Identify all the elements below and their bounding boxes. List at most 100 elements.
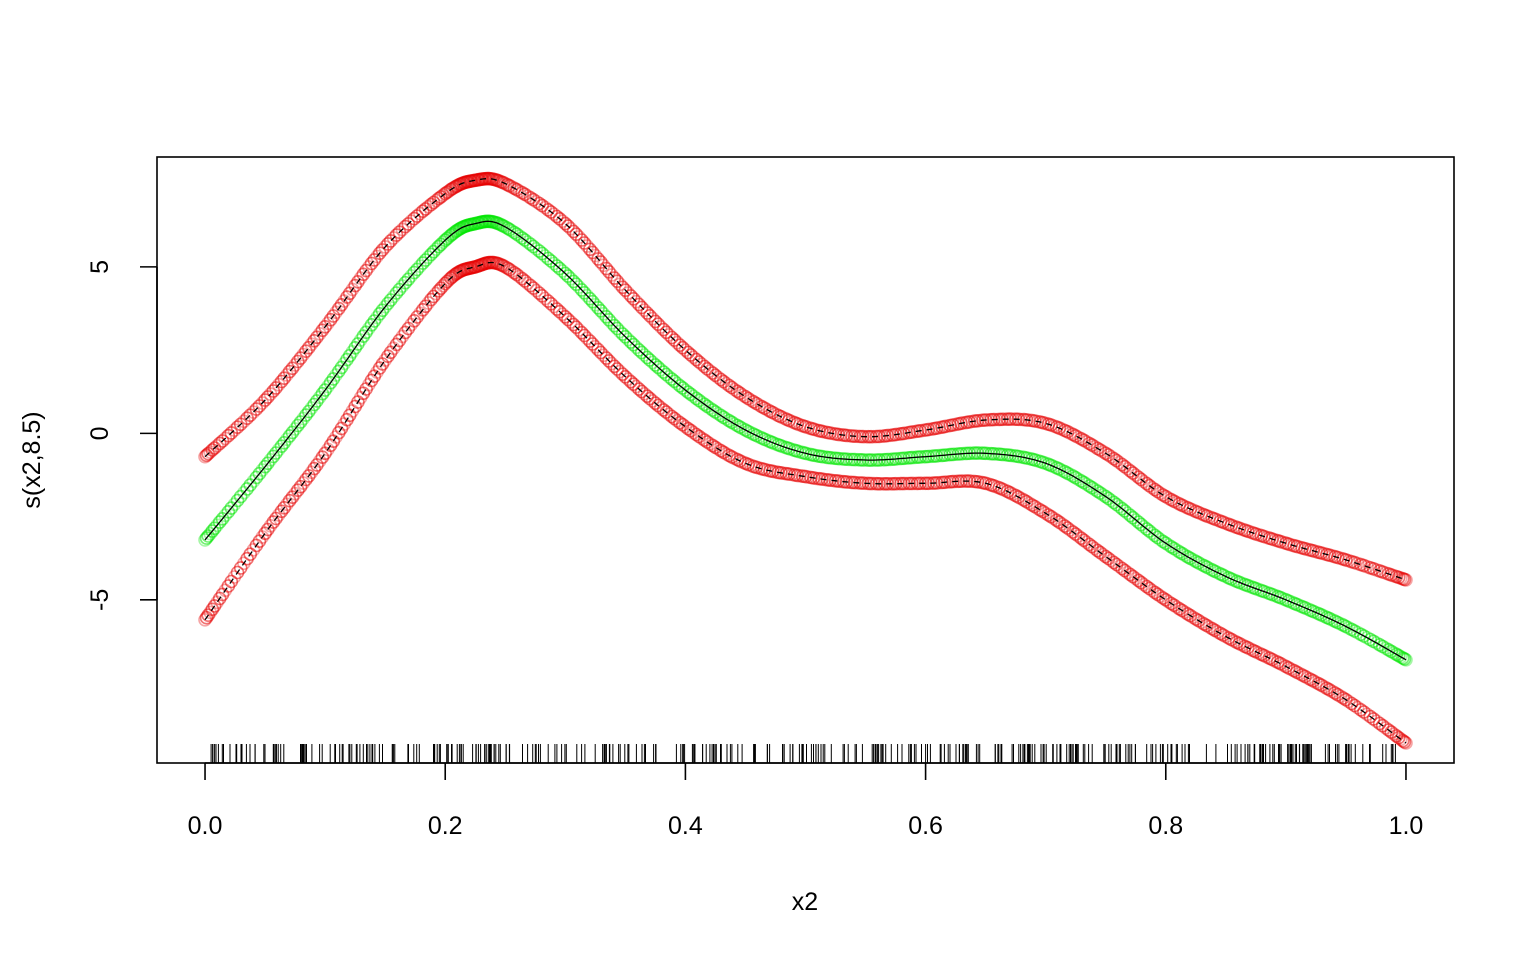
fit-point — [364, 317, 379, 332]
lower-point — [515, 271, 530, 286]
fit-point — [356, 329, 371, 344]
fit-point — [640, 350, 655, 365]
fit-point — [407, 265, 422, 280]
fit-point — [574, 283, 589, 297]
upper-point — [566, 224, 581, 239]
fit-point — [274, 439, 289, 454]
fit-point — [1139, 522, 1154, 536]
lower-point — [415, 302, 430, 317]
lower-point — [550, 302, 564, 316]
upper-point — [415, 204, 430, 218]
upper-point — [212, 436, 227, 451]
lower-point — [839, 475, 854, 489]
upper-point — [1257, 529, 1271, 544]
lower-point — [978, 476, 993, 491]
lower-point — [823, 473, 837, 488]
lower-point — [299, 472, 313, 487]
upper-point — [315, 323, 330, 338]
upper-point — [697, 359, 712, 374]
fit-point — [782, 441, 796, 456]
upper-point — [1322, 548, 1337, 563]
upper-point — [905, 425, 919, 439]
fit-point — [541, 251, 555, 266]
band-points-layer — [198, 171, 1413, 750]
lower-point — [331, 425, 346, 440]
lower-point — [233, 561, 248, 575]
upper-point — [381, 237, 395, 251]
upper-point — [1249, 527, 1263, 541]
upper-point — [640, 306, 655, 320]
upper-point — [240, 411, 254, 426]
upper-point — [1306, 543, 1320, 558]
upper-point — [307, 333, 322, 348]
fit-point — [774, 438, 788, 453]
upper-point — [1347, 555, 1362, 570]
lower-point — [640, 389, 655, 404]
fit-point — [583, 291, 597, 306]
upper-point — [855, 429, 870, 444]
upper-point — [364, 256, 379, 271]
lower-point — [615, 367, 630, 382]
upper-point — [574, 233, 589, 247]
fit-point — [398, 275, 413, 290]
lower-point — [815, 472, 829, 486]
lower-point — [1205, 621, 1219, 636]
upper-point — [230, 420, 245, 435]
x-tick-label: 0.8 — [1148, 812, 1183, 840]
upper-point — [258, 393, 272, 407]
fit-point — [523, 237, 538, 251]
upper-point — [1399, 573, 1413, 587]
lower-point — [500, 261, 515, 275]
upper-point — [249, 402, 264, 416]
upper-point — [274, 374, 289, 389]
upper-line — [204, 177, 1407, 581]
lower-point — [880, 476, 895, 491]
fit-point — [623, 335, 638, 349]
fit-point — [240, 482, 254, 496]
upper-point — [389, 228, 404, 242]
fit-point — [230, 493, 245, 508]
fit-point — [607, 318, 622, 333]
fit-point — [266, 449, 281, 464]
rug-layer — [210, 744, 1396, 763]
lower-point — [224, 574, 239, 589]
fit-point — [790, 444, 805, 458]
fit-point — [798, 446, 813, 461]
lower-point — [599, 351, 614, 365]
upper-point — [356, 267, 371, 282]
lower-point — [1397, 735, 1412, 749]
upper-point — [1036, 415, 1050, 430]
fit-point — [307, 397, 322, 412]
fit-point — [550, 259, 564, 273]
fit-point — [532, 244, 547, 258]
fit-point — [299, 408, 313, 422]
lower-point — [1396, 733, 1410, 748]
upper-point — [532, 196, 547, 211]
upper-point — [632, 297, 646, 312]
y-tick-label: 5 — [86, 260, 114, 274]
upper-point — [623, 289, 638, 303]
lower-point — [342, 408, 357, 423]
upper-point — [962, 415, 977, 429]
fit-point — [1399, 652, 1413, 667]
fit-point — [656, 365, 671, 379]
upper-point — [1273, 534, 1288, 549]
fit-point — [372, 306, 387, 321]
upper-point — [203, 445, 217, 459]
upper-point — [1366, 561, 1381, 576]
fit-point — [1028, 453, 1042, 467]
fit-point — [632, 343, 646, 357]
upper-point — [398, 219, 413, 234]
lower-point — [389, 337, 404, 352]
lower-point — [1372, 716, 1387, 731]
fit-point — [648, 358, 663, 372]
fit-point — [1115, 501, 1129, 516]
fit-point — [664, 372, 679, 386]
lower-point — [607, 359, 622, 374]
upper-point — [986, 412, 1001, 427]
lower-point — [381, 349, 395, 364]
upper-point — [1357, 558, 1371, 573]
upper-point — [823, 426, 837, 440]
lower-point — [1399, 736, 1413, 750]
lower-point — [258, 526, 272, 541]
